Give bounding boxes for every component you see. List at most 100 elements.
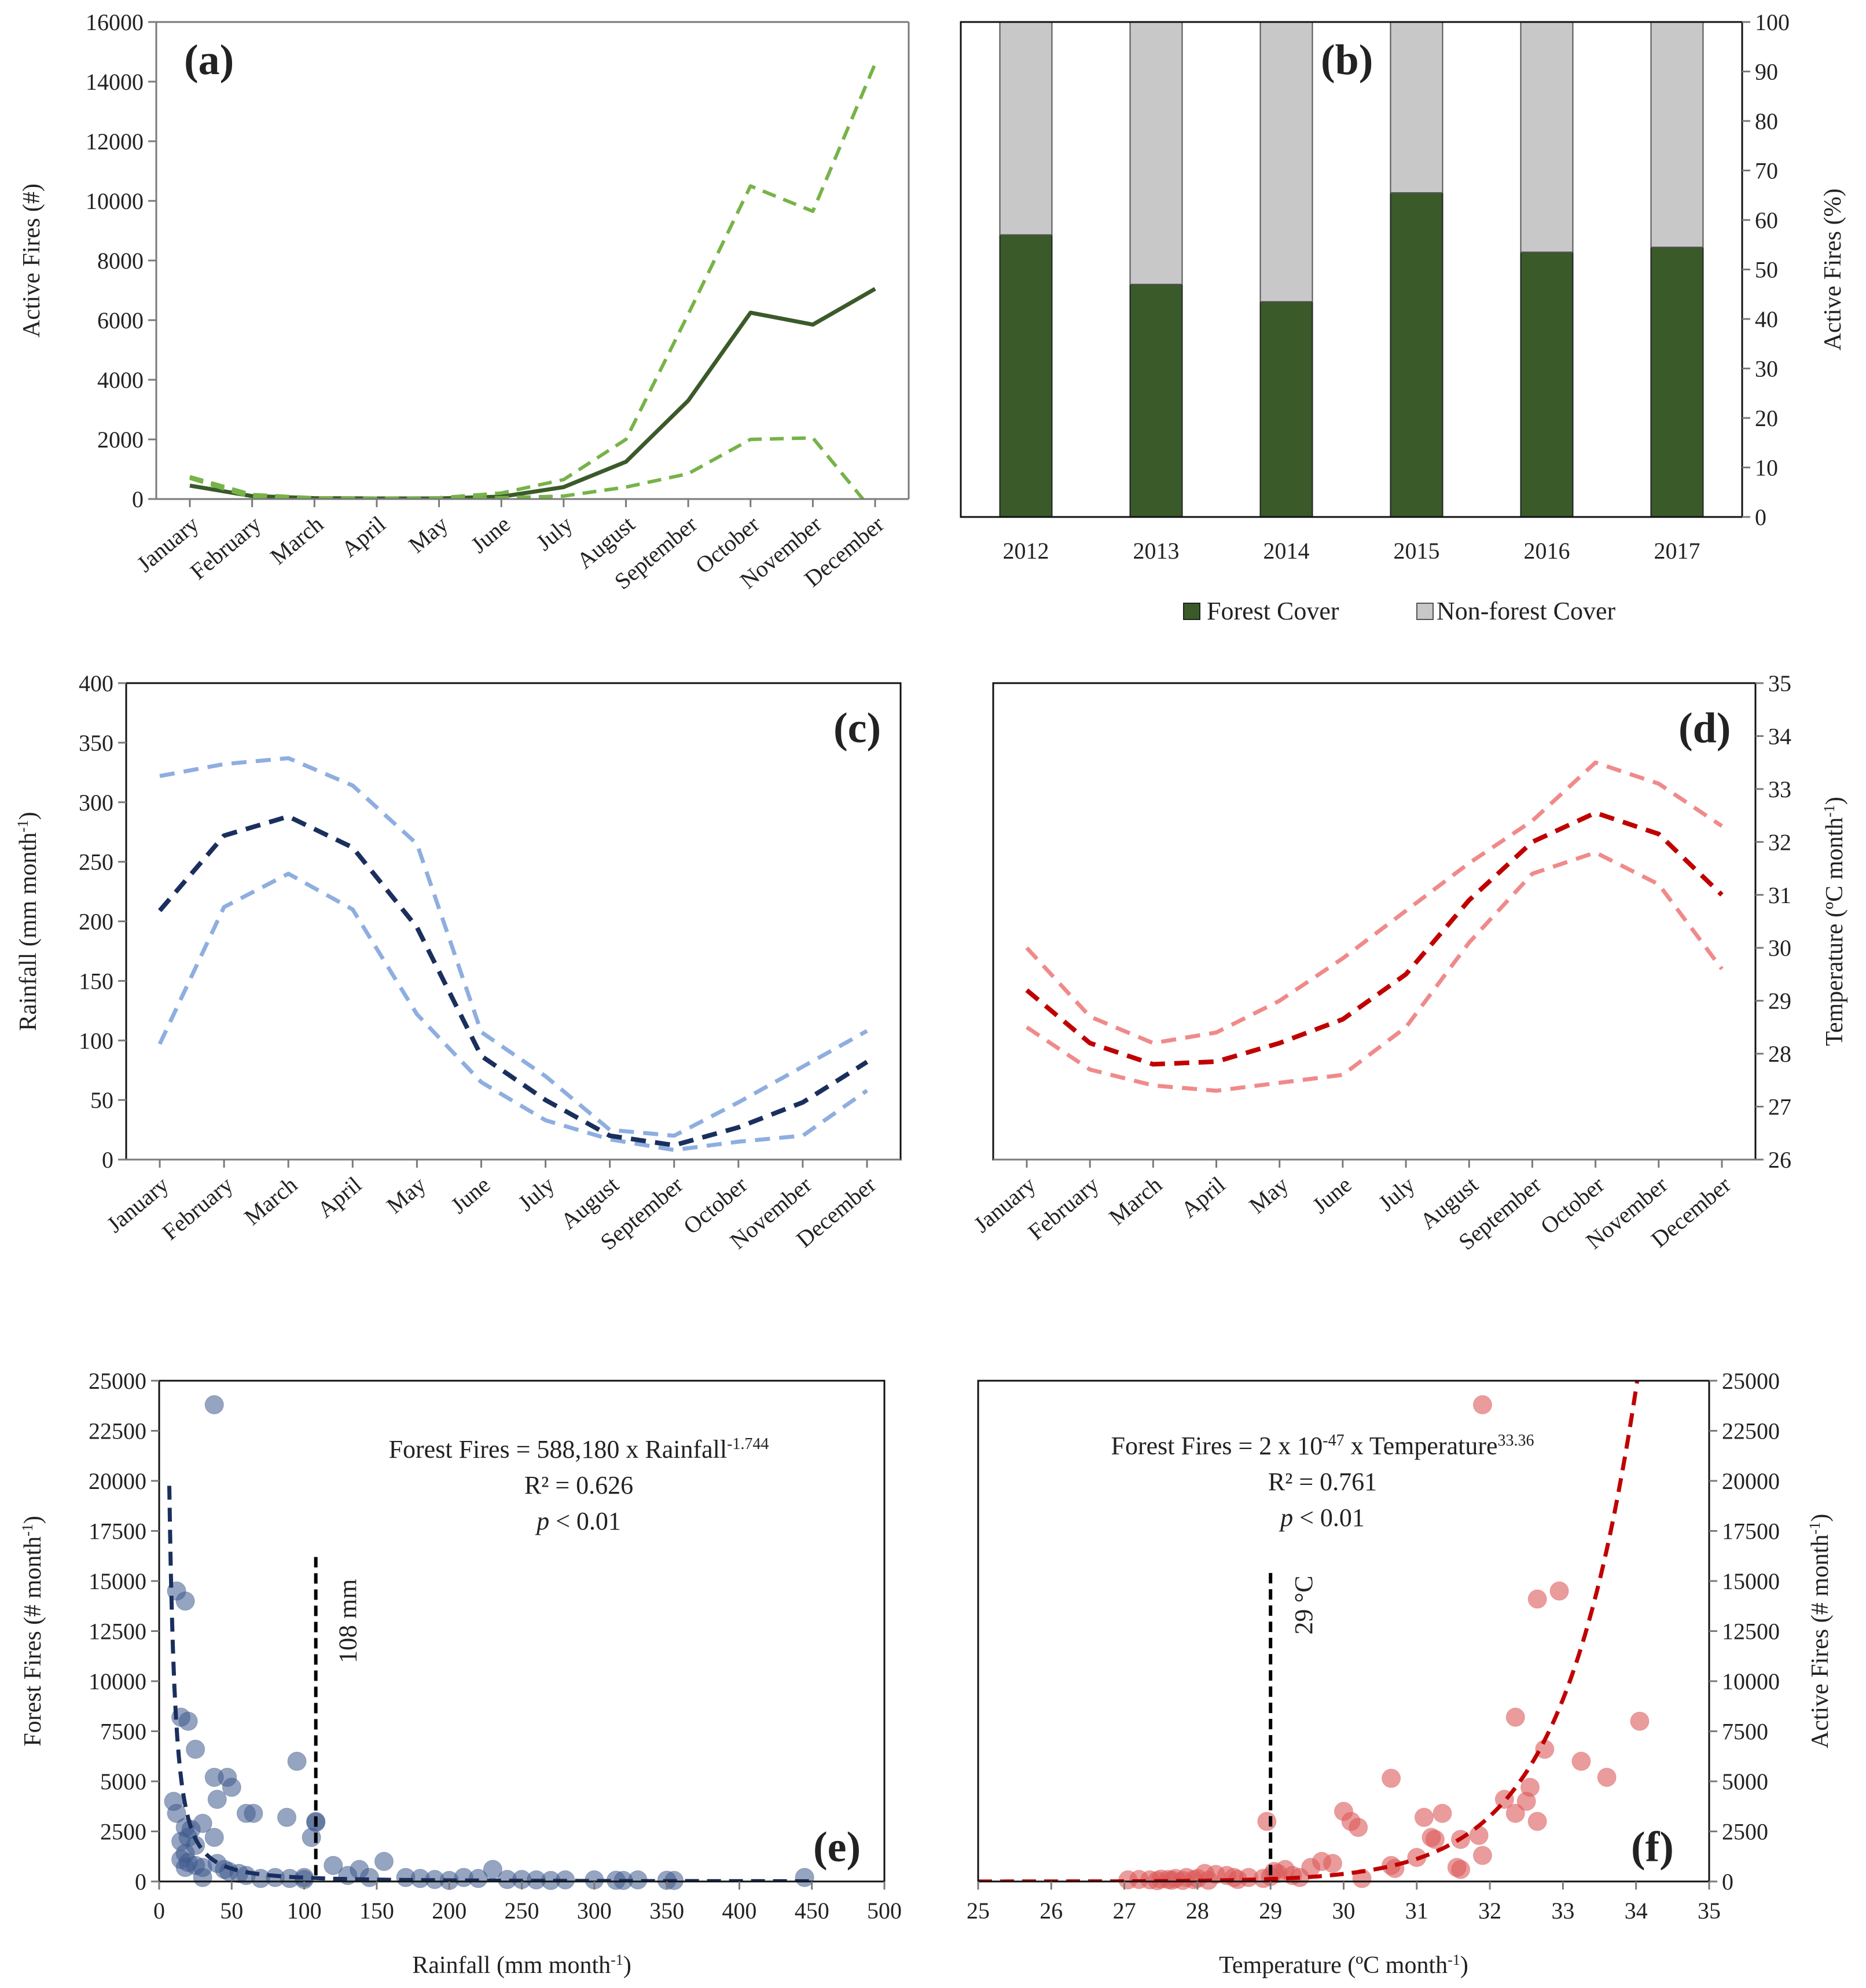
chart-f-point bbox=[1505, 1803, 1525, 1823]
chart-e-ylabel: Forest Fires (# month-1) bbox=[19, 1516, 47, 1747]
chart-f-threshold-label: 29 °C bbox=[1290, 1576, 1318, 1635]
chart-b-y-tick-label: 70 bbox=[1755, 158, 1778, 184]
chart-b-ylabel: Active Fires (%) bbox=[1820, 189, 1846, 351]
chart-b-x-tick-label: 2012 bbox=[1003, 538, 1049, 564]
chart-f-y-tick-label: 7500 bbox=[1722, 1719, 1768, 1745]
chart-f-x-tick-label: 25 bbox=[967, 1898, 990, 1924]
chart-e-xlabel: Rainfall (mm month-1) bbox=[412, 1952, 631, 1979]
chart-a-y-tick-label: 16000 bbox=[86, 9, 144, 35]
chart-e-point bbox=[324, 1855, 343, 1875]
chart-e-x-tick-label: 150 bbox=[359, 1898, 394, 1924]
chart-b-bar-forest bbox=[1520, 251, 1574, 518]
chart-f-x-tick-label: 34 bbox=[1625, 1898, 1648, 1924]
chart-e-point bbox=[204, 1828, 224, 1847]
chart-d-x-tick-label: May bbox=[1244, 1171, 1293, 1219]
chart-b-bar-forest bbox=[1259, 301, 1313, 518]
chart-a-x-tick-label: March bbox=[265, 511, 328, 570]
chart-b-y-tick-label: 50 bbox=[1755, 257, 1778, 283]
chart-a-y-tick-label: 4000 bbox=[97, 367, 144, 393]
chart-f-y-tick-label: 22500 bbox=[1722, 1418, 1780, 1444]
chart-a-y-tick-label: 14000 bbox=[86, 69, 144, 95]
chart-b-bar-forest bbox=[1390, 192, 1443, 518]
chart-f-x-tick-label: 31 bbox=[1405, 1898, 1428, 1924]
chart-d-frame bbox=[992, 682, 1757, 1161]
chart-d-x-tick-label: April bbox=[1176, 1171, 1230, 1223]
chart-d-y-tick-label: 33 bbox=[1768, 776, 1791, 802]
chart-f-xlabel: Temperature (ºC month-1) bbox=[1219, 1952, 1468, 1979]
chart-e-point bbox=[222, 1777, 241, 1797]
chart-e-x-tick-label: 100 bbox=[287, 1898, 322, 1924]
chart-a-series-mean bbox=[189, 287, 876, 499]
chart-d-y-tick-label: 35 bbox=[1768, 670, 1791, 696]
chart-f-point bbox=[1527, 1589, 1547, 1609]
chart-f-y-tick-label: 15000 bbox=[1722, 1568, 1780, 1594]
chart-d-x-tick-label: July bbox=[1373, 1171, 1420, 1216]
chart-b-legend-label-nonforest: Non-forest Cover bbox=[1437, 597, 1615, 625]
chart-e-point bbox=[244, 1803, 263, 1823]
chart-d-x-tick-label: June bbox=[1307, 1171, 1357, 1219]
chart-b-bar-nonforest bbox=[1129, 21, 1183, 285]
chart-b-bar-forest bbox=[999, 234, 1053, 518]
chart-e-point bbox=[277, 1807, 297, 1827]
chart-e-y-tick-label: 7500 bbox=[100, 1719, 146, 1745]
chart-d-y-tick-label: 27 bbox=[1768, 1094, 1791, 1120]
chart-e-x-tick-label: 450 bbox=[795, 1898, 829, 1924]
chart-e-point bbox=[302, 1828, 321, 1847]
chart-f-x-tick-label: 29 bbox=[1259, 1898, 1282, 1924]
chart-a-x-tick-label: June bbox=[466, 511, 515, 558]
chart-b-y-tick-label: 90 bbox=[1755, 59, 1778, 85]
chart-e-point bbox=[178, 1711, 198, 1731]
chart-e-x-tick-label: 300 bbox=[577, 1898, 612, 1924]
chart-f-p-value: p < 0.01 bbox=[1279, 1503, 1365, 1532]
chart-f-point bbox=[1257, 1811, 1277, 1831]
chart-e-x-tick-label: 350 bbox=[649, 1898, 684, 1924]
chart-b-bar-nonforest bbox=[1259, 21, 1313, 303]
chart-e-x-tick-label: 400 bbox=[722, 1898, 756, 1924]
chart-b-legend-swatch-forest bbox=[1183, 603, 1200, 620]
chart-b-y-tick-label: 60 bbox=[1755, 207, 1778, 233]
chart-d-y-tick-label: 32 bbox=[1768, 829, 1791, 855]
chart-e-point bbox=[207, 1789, 227, 1809]
chart-f-point bbox=[1527, 1811, 1547, 1831]
chart-f-point bbox=[1630, 1711, 1650, 1731]
chart-f-x-tick-label: 28 bbox=[1186, 1898, 1209, 1924]
chart-e-y-tick-label: 10000 bbox=[89, 1668, 146, 1694]
chart-f-point bbox=[1451, 1859, 1471, 1879]
chart-a-y-tick-label: 12000 bbox=[86, 129, 144, 155]
chart-e-p-value: p < 0.01 bbox=[535, 1507, 621, 1535]
chart-b-y-tick-label: 100 bbox=[1755, 9, 1790, 35]
chart-e-y-tick-label: 2500 bbox=[100, 1819, 146, 1845]
chart-c-x-tick-label: February bbox=[157, 1171, 238, 1245]
chart-c-y-tick-label: 150 bbox=[79, 968, 113, 994]
chart-f-r-squared: R² = 0.761 bbox=[1268, 1468, 1377, 1496]
chart-a-series-lower bbox=[189, 436, 865, 499]
chart-f-x-tick-label: 27 bbox=[1113, 1898, 1136, 1924]
chart-b-bar-forest bbox=[1650, 247, 1704, 518]
chart-f-x-tick-label: 26 bbox=[1039, 1898, 1063, 1924]
chart-f-point bbox=[1472, 1395, 1492, 1415]
chart-f-y-tick-label: 20000 bbox=[1722, 1468, 1780, 1494]
chart-c-series-mean bbox=[157, 814, 869, 1148]
chart-f-y-tick-label: 2500 bbox=[1722, 1819, 1768, 1845]
chart-e-y-tick-label: 15000 bbox=[89, 1568, 146, 1594]
chart-f-panel-label: (f) bbox=[1631, 1824, 1674, 1871]
chart-e-y-tick-label: 20000 bbox=[89, 1468, 146, 1494]
chart-c-y-tick-label: 300 bbox=[79, 790, 113, 816]
chart-f-point bbox=[1349, 1818, 1368, 1837]
chart-b-frame bbox=[960, 21, 1743, 518]
chart-f-y-tick-label: 12500 bbox=[1722, 1619, 1780, 1645]
chart-f-point bbox=[1382, 1769, 1401, 1788]
chart-c-y-tick-label: 100 bbox=[79, 1028, 113, 1054]
chart-e-fit-curve bbox=[167, 1486, 809, 1881]
chart-b-y-tick-label: 30 bbox=[1755, 356, 1778, 382]
chart-b-bar-nonforest bbox=[1520, 21, 1574, 253]
chart-a-ylabel: Active Fires (#) bbox=[19, 184, 45, 338]
chart-e-y-tick-label: 22500 bbox=[89, 1418, 146, 1444]
chart-e-y-tick-label: 5000 bbox=[100, 1769, 146, 1795]
chart-f-point bbox=[1597, 1767, 1617, 1787]
mark-layer bbox=[157, 21, 1724, 1891]
chart-e-y-tick-label: 0 bbox=[135, 1869, 146, 1895]
chart-b-y-tick-label: 40 bbox=[1755, 306, 1778, 332]
chart-b-x-tick-label: 2017 bbox=[1654, 538, 1700, 564]
